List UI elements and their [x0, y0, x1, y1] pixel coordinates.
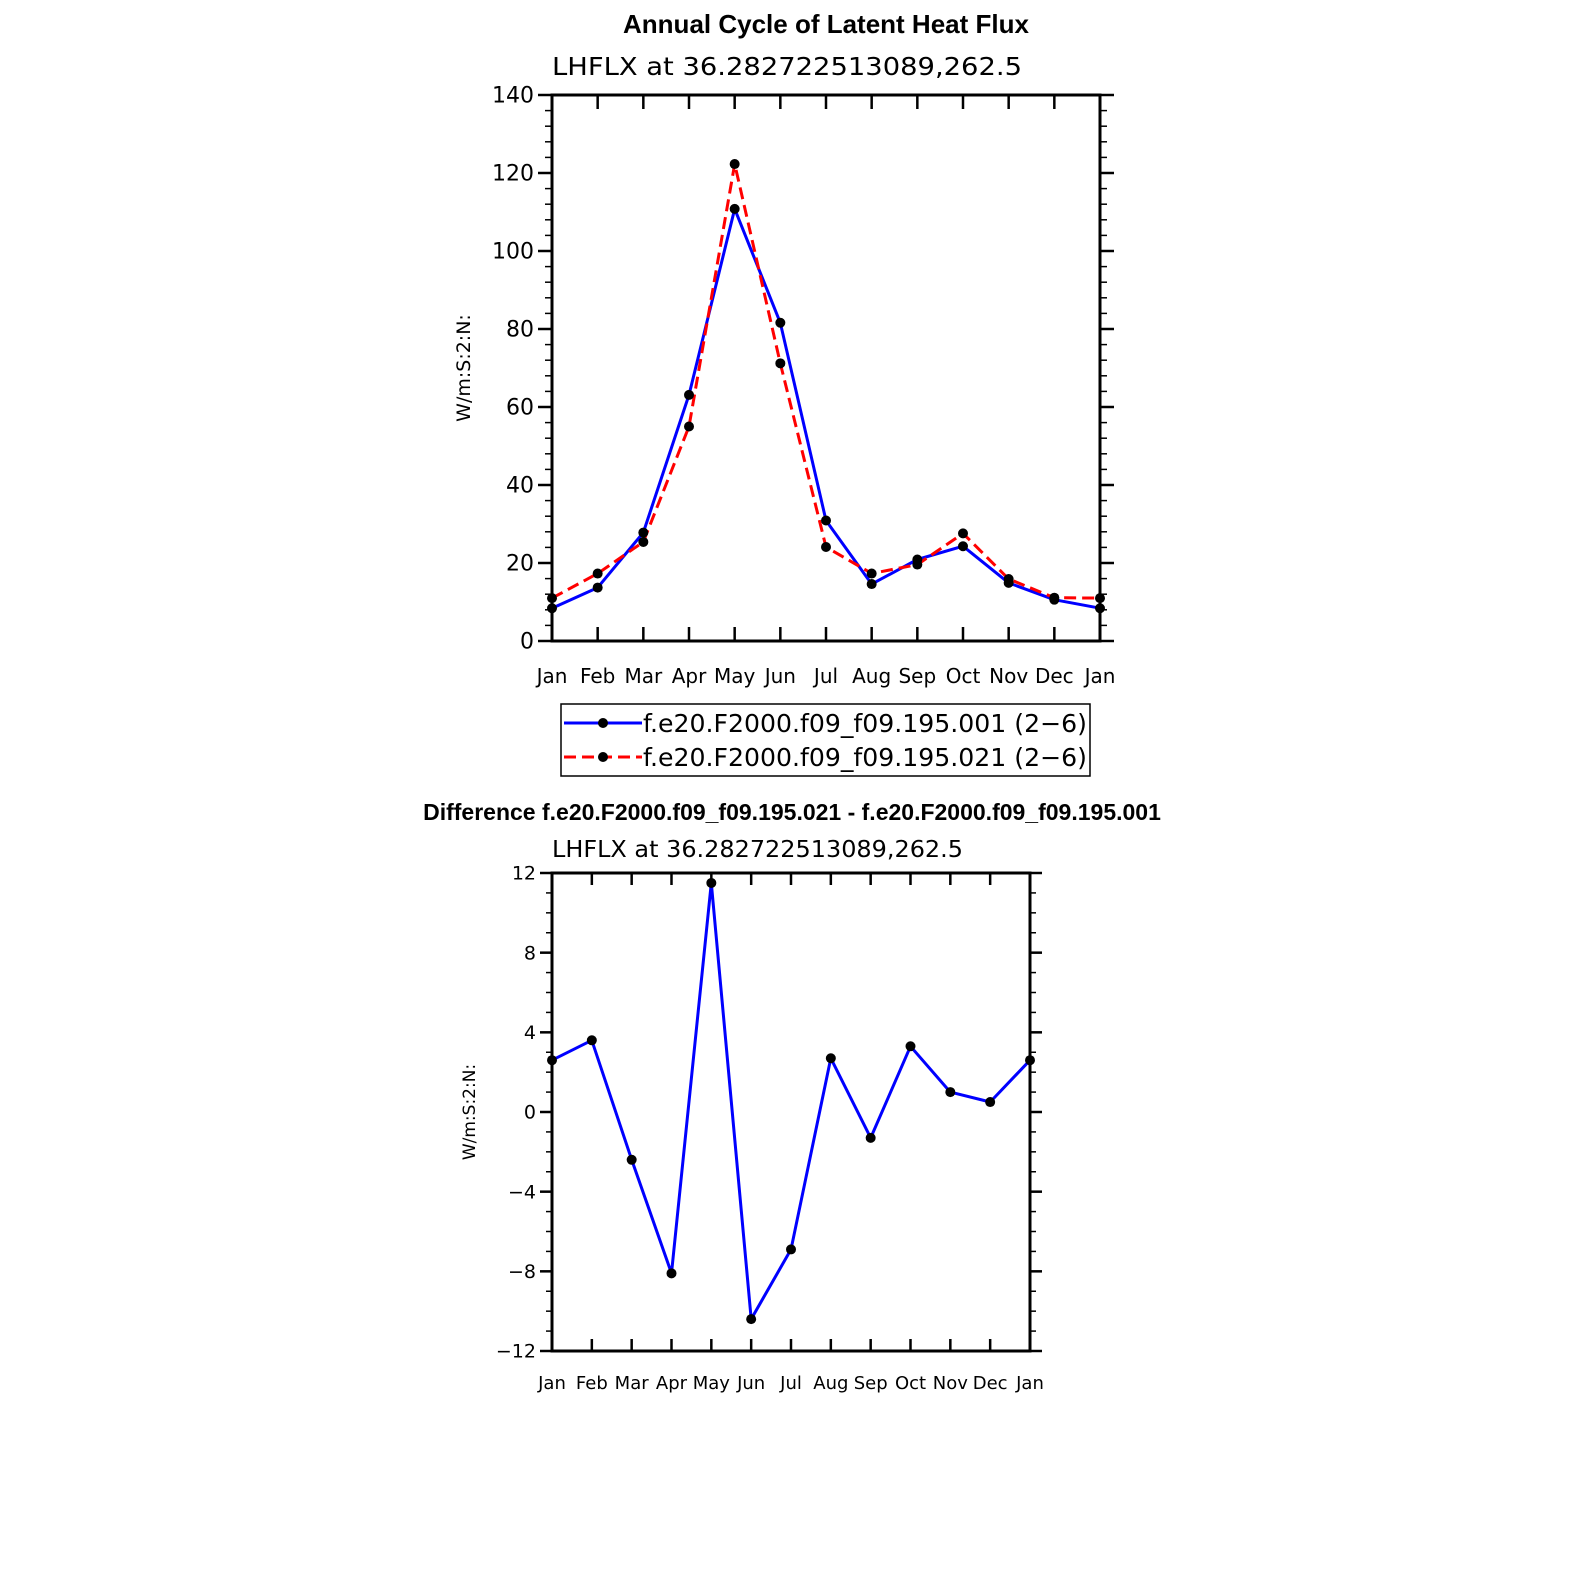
chart-2-plot-frame: [550, 871, 1032, 1353]
series-1-point: [821, 515, 831, 526]
x-tick-label: Sep: [854, 1373, 888, 1394]
y-tick-label: −4: [508, 1181, 536, 1203]
chart-1-plot-frame: [550, 93, 1102, 643]
x-tick-label: Jan: [1015, 1373, 1044, 1394]
x-tick-label: Jul: [779, 1373, 802, 1394]
y-tick-label: 20: [506, 552, 534, 577]
chart-1-subtitle: LHFLX at 36.282722513089,262.5: [552, 52, 1022, 81]
annual-cycle-chart: Annual Cycle of Latent Heat Flux LHFLX a…: [453, 9, 1116, 777]
series-1-point: [985, 1097, 996, 1108]
x-tick-label: May: [714, 664, 756, 688]
x-tick-label: Nov: [933, 1373, 968, 1394]
y-tick-label: 4: [524, 1022, 536, 1044]
x-tick-label: Apr: [672, 664, 707, 688]
chart-2-x-tick-labels: Jan Feb Mar Apr May Jun Jul Aug Sep Oct Nov Dec Jan: [537, 1373, 1044, 1394]
chart-1-title: Annual Cycle of Latent Heat Flux: [623, 9, 1029, 39]
series-1-point: [775, 317, 786, 328]
x-tick-label: Feb: [580, 664, 615, 688]
x-tick-label: Aug: [852, 664, 891, 688]
x-tick-label: Jan: [537, 1373, 566, 1394]
chart-2-y-tick-labels: −12 −8 −4 0 4 8 12: [496, 863, 536, 1363]
series-2-point: [1049, 592, 1060, 603]
chart-2-series: [547, 877, 1035, 1325]
chart-1-y-tick-labels: 0 20 40 60 80 100 120 140: [492, 84, 534, 655]
series-2-point: [1003, 573, 1014, 584]
legend-item-series-1: f.e20.F2000.f09_f09.195.001 (2−6): [564, 709, 1087, 738]
legend-box: [560, 703, 1091, 777]
x-tick-label: Jun: [763, 664, 796, 688]
difference-chart: Difference f.e20.F2000.f09_f09.195.021 -…: [423, 799, 1161, 1394]
x-tick-label: Jun: [736, 1373, 765, 1394]
legend-item-series-2: f.e20.F2000.f09_f09.195.021 (2−6): [564, 743, 1087, 772]
x-tick-label: Feb: [576, 1373, 608, 1394]
series-1-point: [958, 541, 968, 552]
chart-2-y-axis-label: W/m:S:2:N:: [460, 1064, 480, 1160]
series-2-point: [638, 536, 649, 547]
x-tick-label: Nov: [989, 664, 1028, 688]
y-tick-label: 0: [520, 630, 534, 655]
series-1-point: [746, 1314, 757, 1325]
x-tick-label: Dec: [973, 1373, 1008, 1394]
y-tick-label: 0: [524, 1102, 536, 1124]
series-1-point: [905, 1041, 916, 1052]
series-2-point: [775, 358, 786, 369]
y-tick-label: 40: [506, 474, 534, 499]
x-tick-label: Apr: [656, 1373, 688, 1394]
series-2-point: [912, 559, 923, 570]
x-tick-label: May: [693, 1373, 731, 1394]
x-tick-label: Jan: [535, 664, 568, 688]
x-tick-label: Oct: [895, 1373, 926, 1394]
y-tick-label: −8: [508, 1261, 536, 1283]
series-2-point: [866, 568, 877, 579]
chart-2-title: Difference f.e20.F2000.f09_f09.195.021 -…: [423, 799, 1161, 825]
x-tick-label: Jul: [812, 664, 838, 688]
y-tick-label: 140: [492, 84, 534, 109]
chart-2-ticks: [540, 871, 1042, 1353]
x-tick-label: Sep: [898, 664, 936, 688]
series-1-point: [865, 1132, 876, 1143]
series-1-point: [626, 1154, 637, 1165]
series-1-point: [866, 579, 877, 590]
x-tick-label: Oct: [946, 664, 981, 688]
y-tick-label: 12: [512, 863, 536, 885]
legend-swatch-marker: [598, 752, 608, 762]
y-tick-label: −12: [496, 1341, 536, 1363]
series-2-point: [729, 159, 740, 170]
series-2-point: [958, 528, 968, 539]
series-2-point: [684, 421, 694, 432]
chart-1-legend: f.e20.F2000.f09_f09.195.001 (2−6) f.e20.…: [560, 703, 1091, 777]
legend-swatch-marker: [598, 718, 608, 728]
series-1-point: [586, 1035, 597, 1046]
series-1-point: [592, 582, 603, 593]
series-1-point: [706, 877, 717, 888]
y-tick-label: 60: [506, 396, 534, 421]
chart-2-subtitle: LHFLX at 36.282722513089,262.5: [552, 837, 963, 863]
y-tick-label: 120: [492, 162, 534, 187]
legend-label-series-1: f.e20.F2000.f09_f09.195.001 (2−6): [643, 709, 1087, 738]
y-tick-label: 8: [524, 942, 536, 964]
x-tick-label: Dec: [1035, 664, 1074, 688]
chart-1-x-tick-labels: Jan Feb Mar Apr May Jun Jul Aug Sep Oct Nov Dec Jan: [535, 664, 1116, 688]
chart-1-series: [547, 159, 1105, 614]
series-2-point: [592, 568, 603, 579]
series-1-point: [945, 1087, 956, 1098]
series-1-point: [666, 1268, 677, 1279]
series-1-point: [786, 1244, 796, 1255]
x-tick-label: Jan: [1083, 664, 1116, 688]
chart-1-y-axis-label: W/m:S:2:N:: [453, 314, 475, 422]
y-tick-label: 100: [492, 240, 534, 265]
x-tick-label: Aug: [813, 1373, 848, 1394]
y-tick-label: 80: [506, 318, 534, 343]
series-1-point: [729, 203, 740, 214]
series-1-point: [684, 389, 694, 400]
x-tick-label: Mar: [615, 1373, 650, 1394]
x-tick-label: Mar: [624, 664, 663, 688]
series-2-point: [821, 542, 831, 553]
series-1-point: [638, 527, 649, 538]
series-1-point: [825, 1053, 836, 1064]
legend-label-series-2: f.e20.F2000.f09_f09.195.021 (2−6): [643, 743, 1087, 772]
